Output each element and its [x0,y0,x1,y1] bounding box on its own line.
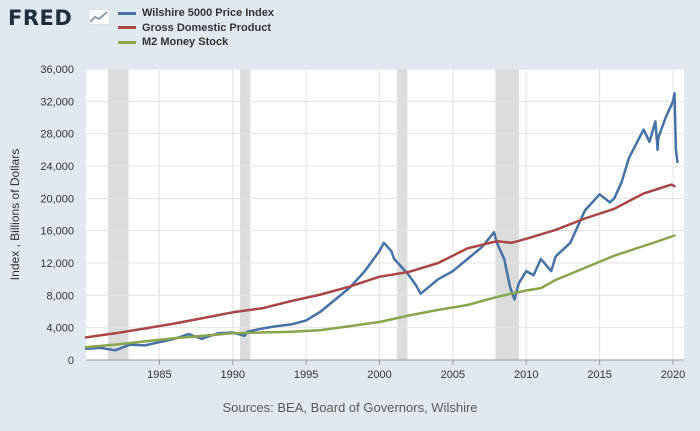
recession-shading [108,69,519,360]
recession-band-3 [495,69,519,360]
y-tick-label: 16,000 [40,226,74,238]
x-tick-label: 2020 [661,369,685,381]
legend-label-m2: M2 Money Stock [142,36,229,48]
legend-swatch-gdp [118,26,136,30]
legend-label-wilshire: Wilshire 5000 Price Index [142,7,274,19]
y-tick-label: 0 [68,355,74,367]
legend-item-m2[interactable]: M2 Money Stock [118,35,274,50]
x-tick-label: 2005 [441,369,465,381]
legend-swatch-m2 [118,40,136,44]
recession-band-0 [108,69,129,360]
legend-label-gdp: Gross Domestic Product [142,21,271,34]
y-axis-label: Index , Billions of Dollars [8,149,22,280]
series-line-2 [84,234,676,349]
x-tick-label: 2000 [367,369,391,381]
series-lines [84,92,679,352]
chart-legend: Wilshire 5000 Price Index Gross Domestic… [118,6,274,50]
legend-swatch-wilshire [118,11,136,15]
legend-item-wilshire[interactable]: Wilshire 5000 Price Index [118,6,274,21]
y-tick-label: 4,000 [46,323,74,335]
y-tick-label: 32,000 [40,96,74,108]
recession-band-1 [240,69,251,360]
x-tick-label: 1995 [294,369,318,381]
y-tick-label: 12,000 [40,258,74,270]
x-tick-label: 1990 [221,369,245,381]
y-tick-label: 24,000 [40,161,74,173]
y-tick-label: 36,000 [40,64,74,76]
axes: 0 4,000 8,000 12,000 16,000 20,000 24,000 28,00… [40,64,685,381]
y-tick-label: 20,000 [40,193,74,205]
recession-band-2 [397,69,408,360]
x-tick-label: 2010 [514,369,538,381]
series-line-1 [84,183,676,339]
x-tick-label: 2015 [587,369,611,381]
fred-chart-icon [88,9,110,25]
y-tick-label: 8,000 [46,290,74,302]
legend-item-gdp[interactable]: Gross Domestic Product [118,21,274,36]
x-tick-label: 1985 [147,369,171,381]
fred-logo[interactable]: FRED [8,6,73,30]
y-tick-label: 28,000 [40,129,74,141]
chart-source: Sources: BEA, Board of Governors, Wilshi… [222,400,478,415]
